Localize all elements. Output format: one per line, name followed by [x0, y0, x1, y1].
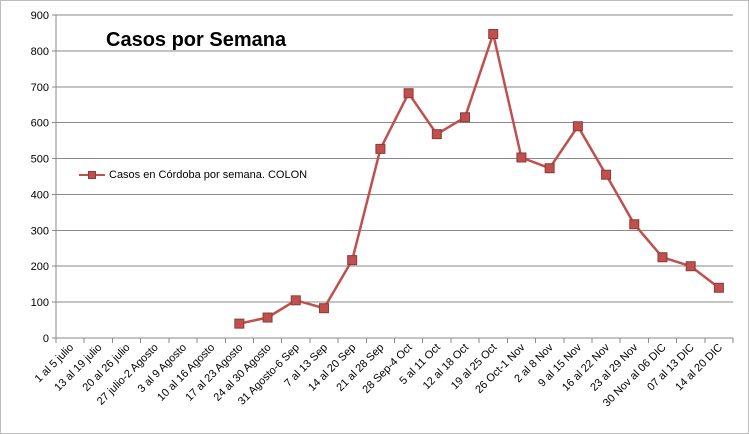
data-point [318, 303, 329, 314]
y-tick-label: 500 [31, 154, 49, 166]
data-point [713, 282, 724, 293]
data-point [262, 312, 273, 323]
y-tick-label: 900 [31, 10, 49, 22]
data-point [572, 121, 583, 132]
legend: Casos en Córdoba por semana. COLON [79, 166, 307, 184]
y-tick-label: 800 [31, 46, 49, 58]
y-tick-label: 200 [31, 261, 49, 273]
data-point [601, 169, 612, 180]
data-point [234, 318, 245, 329]
y-tick-label: 0 [43, 333, 49, 345]
data-point [403, 88, 414, 99]
data-point [544, 163, 555, 174]
y-tick-label: 400 [31, 189, 49, 201]
data-point [685, 261, 696, 272]
series-line [239, 32, 720, 325]
chart-title: Casos por Semana [106, 29, 287, 51]
data-point [657, 252, 668, 263]
legend-line-marker-icon [79, 166, 105, 184]
legend-label: Casos en Córdoba por semana. COLON [109, 169, 308, 181]
data-point [629, 219, 640, 230]
y-tick-label: 100 [31, 297, 49, 309]
data-point [431, 129, 442, 140]
y-tick-label: 700 [31, 82, 49, 94]
data-point [488, 29, 499, 40]
data-point [290, 295, 301, 306]
data-point [375, 143, 386, 154]
data-point [460, 112, 471, 123]
data-point [516, 152, 527, 163]
y-tick-label: 600 [31, 118, 49, 130]
data-point [347, 255, 358, 266]
y-tick-label: 300 [31, 225, 49, 237]
